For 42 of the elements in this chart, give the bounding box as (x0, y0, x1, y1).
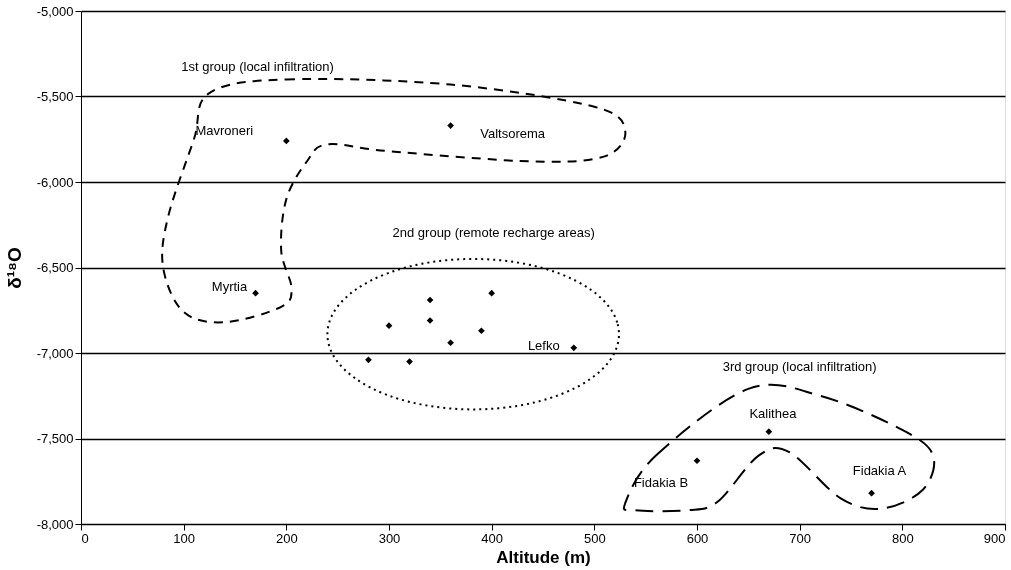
point (447, 122, 454, 129)
point (426, 296, 434, 304)
point (406, 358, 413, 365)
y-tick-label: -6,500 (36, 260, 74, 275)
point (868, 489, 875, 497)
x-tick-label: 900 (983, 530, 1006, 546)
annotation: Fidakia A (852, 463, 907, 479)
x-tick-label: 100 (173, 530, 196, 546)
point (488, 289, 496, 297)
x-tick-label: 500 (583, 530, 606, 546)
point (693, 457, 701, 465)
x-tick-label: 700 (789, 530, 812, 546)
y-tick-label: -5,000 (36, 3, 74, 19)
point (447, 339, 454, 347)
point (570, 344, 578, 352)
annotation: 3rd group (local infiltration) (722, 358, 877, 374)
x-tick-label: 400 (481, 530, 504, 546)
x-tick-label: 300 (378, 530, 401, 546)
y-tick-label: -5,500 (36, 89, 74, 104)
annotation: Valtsorema (480, 125, 546, 141)
y-tick-label: -8,000 (36, 516, 74, 532)
point (765, 428, 773, 436)
x-tick-label: 200 (275, 530, 298, 546)
point (365, 356, 372, 364)
annotation: 1st group (local infiltration) (181, 59, 334, 75)
x-tick-label: 800 (891, 530, 914, 546)
y-tick-label: -7,000 (36, 345, 74, 361)
annotation: Myrtia (211, 279, 248, 295)
annotation: Mavroneri (195, 122, 254, 138)
x-tick-label: 0 (81, 530, 89, 546)
point (282, 137, 290, 145)
annotation: Fidakia B (633, 474, 689, 490)
y-axis-title: δ¹⁸O (3, 247, 25, 289)
annotation: Lefko (527, 337, 560, 353)
point (252, 289, 259, 297)
y-tick-label: -7,500 (36, 431, 74, 446)
point (478, 327, 485, 335)
y-tick-label: -6,000 (36, 174, 74, 190)
annotation: 2nd group (remote recharge areas) (392, 225, 595, 241)
x-tick-label: 600 (686, 530, 709, 546)
x-axis-title: Altitude (m) (496, 547, 591, 567)
annotation: Kalithea (749, 405, 798, 421)
